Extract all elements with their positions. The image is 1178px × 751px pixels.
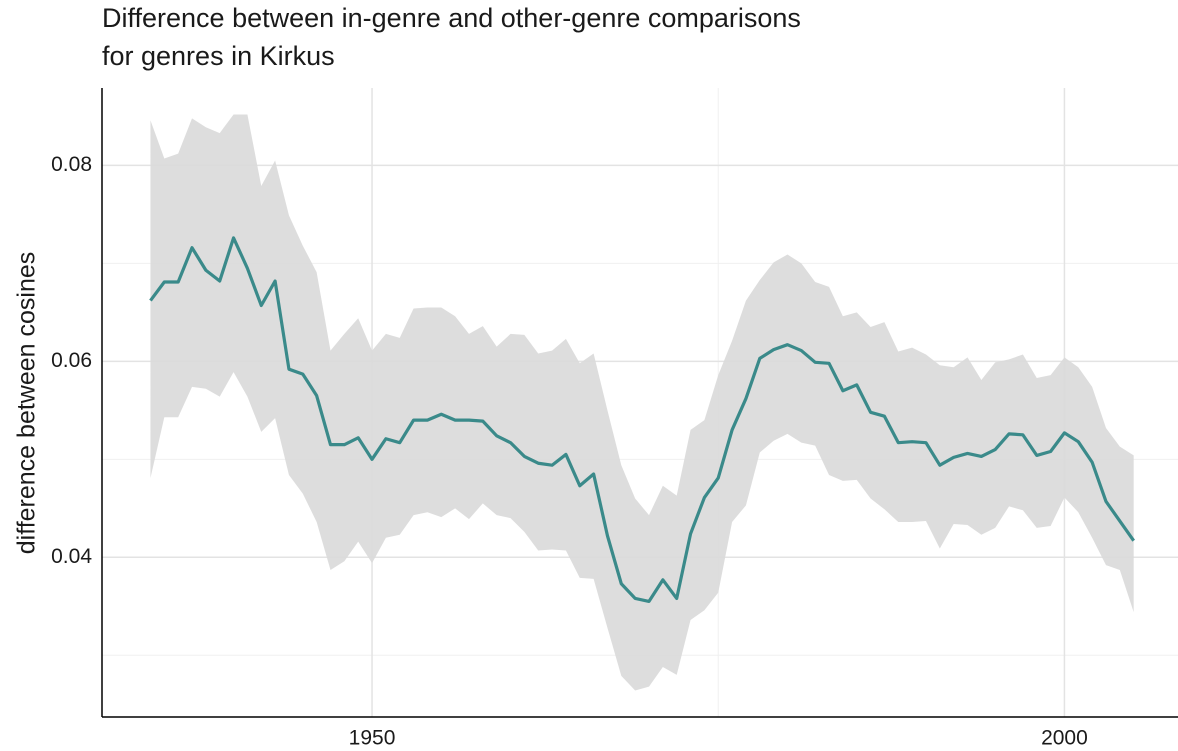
confidence-band (150, 114, 1134, 691)
x-tick-label: 2000 (1041, 727, 1088, 750)
chart-title: Difference between in-genre and other-ge… (102, 3, 801, 33)
x-tick-label: 1950 (349, 727, 396, 750)
y-tick-label: 0.04 (51, 545, 92, 568)
y-tick-label: 0.06 (51, 349, 92, 372)
chart-title: for genres in Kirkus (102, 41, 335, 71)
y-tick-label: 0.08 (51, 153, 92, 176)
y-axis-title: difference between cosines (13, 252, 41, 555)
line (149, 236, 1135, 603)
